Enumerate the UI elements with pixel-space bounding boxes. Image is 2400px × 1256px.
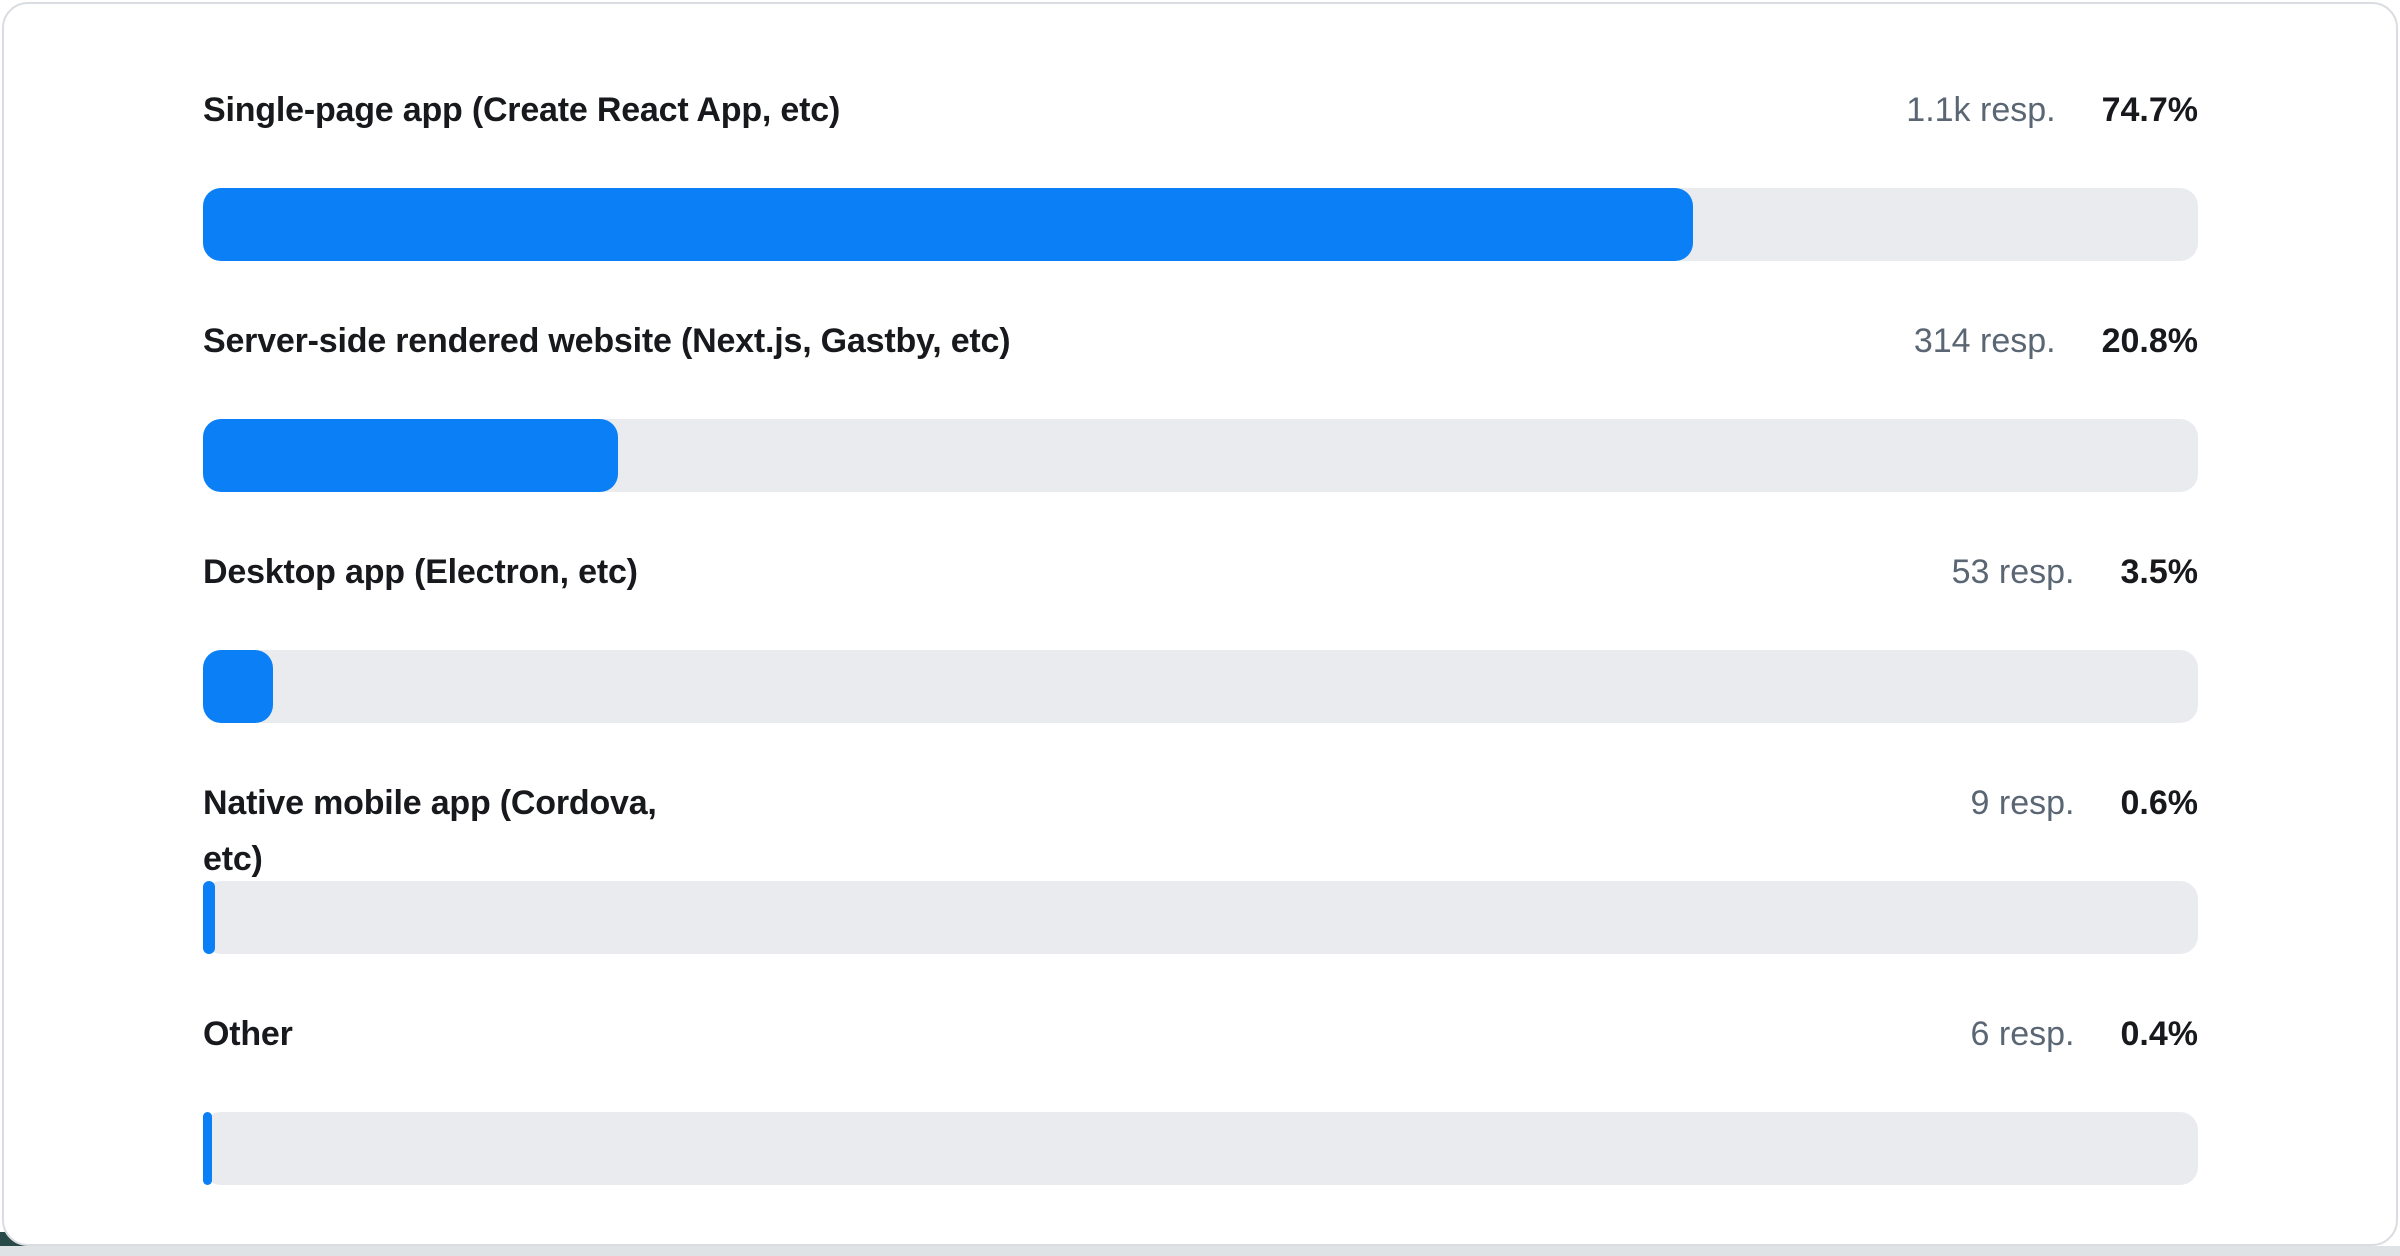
survey-result-row: Single-page app (Create React App, etc) …: [203, 82, 2198, 261]
row-header: Native mobile app (Cordova, etc) 9 resp.…: [203, 775, 2199, 878]
response-count: 53 resp.: [1951, 553, 2075, 591]
survey-result-row: Server-side rendered website (Next.js, G…: [203, 313, 2198, 492]
percentage-value: 0.6%: [2120, 784, 2199, 822]
response-count: 1.1k resp.: [1906, 91, 2056, 129]
percentage-value: 3.5%: [2120, 553, 2199, 591]
answer-label: Other: [203, 1015, 293, 1053]
results-list: Single-page app (Create React App, etc) …: [203, 82, 2198, 1185]
answer-label: Desktop app (Electron, etc): [203, 553, 638, 591]
bar-track: [203, 881, 2198, 954]
row-header: Desktop app (Electron, etc) 53 resp. 3.5…: [203, 544, 2198, 600]
survey-result-row: Native mobile app (Cordova, etc) 9 resp.…: [203, 775, 2198, 954]
row-header: Other 6 resp. 0.4%: [203, 1006, 2198, 1062]
percentage-value: 0.4%: [2120, 1015, 2199, 1053]
bar-track: [203, 188, 2198, 261]
answer-label: Native mobile app (Cordova, etc): [203, 784, 657, 878]
percentage-value: 20.8%: [2101, 322, 2198, 360]
bar-track: [203, 650, 2198, 723]
response-count: 6 resp.: [1970, 1015, 2075, 1053]
bar-fill: [203, 650, 273, 723]
bar-fill: [203, 188, 1694, 261]
answer-label: Server-side rendered website (Next.js, G…: [203, 322, 1011, 360]
bar-fill: [203, 1112, 212, 1185]
answer-label: Single-page app (Create React App, etc): [203, 91, 841, 129]
bar-track: [203, 1112, 2198, 1185]
response-count: 314 resp.: [1913, 322, 2056, 360]
row-header: Server-side rendered website (Next.js, G…: [203, 313, 2198, 369]
bar-fill: [203, 419, 618, 492]
survey-result-row: Desktop app (Electron, etc) 53 resp. 3.5…: [203, 544, 2198, 723]
row-header: Single-page app (Create React App, etc) …: [203, 82, 2198, 138]
survey-result-row: Other 6 resp. 0.4%: [203, 1006, 2198, 1185]
percentage-value: 74.7%: [2101, 91, 2198, 129]
response-count: 9 resp.: [1970, 784, 2075, 822]
bar-fill: [203, 881, 215, 954]
bar-track: [203, 419, 2198, 492]
bottom-strip: [0, 1246, 2400, 1256]
